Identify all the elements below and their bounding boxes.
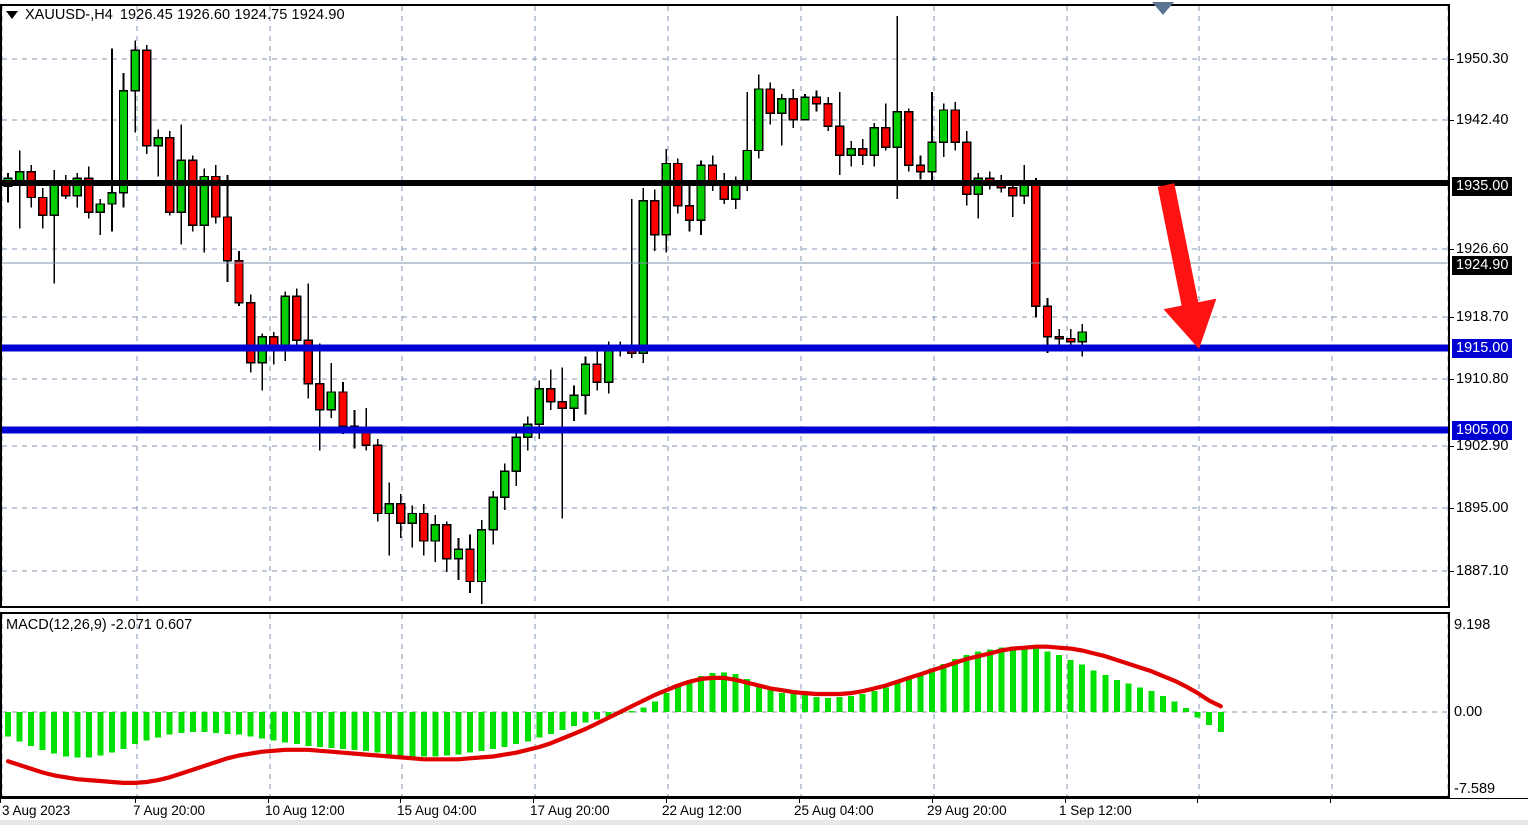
time-axis-tick — [1197, 799, 1198, 803]
price-axis-tick — [1450, 120, 1454, 121]
price-axis-tick — [1450, 571, 1454, 572]
symbol-label: XAUUSD-,H4 — [25, 7, 113, 23]
price-axis-label: 1942.40 — [1456, 112, 1509, 128]
time-axis-label: 22 Aug 12:00 — [662, 803, 742, 818]
time-axis-label: 10 Aug 12:00 — [265, 803, 345, 818]
price-axis-label: 1918.70 — [1456, 309, 1509, 325]
time-axis-tick — [799, 799, 800, 803]
price-chart-pane[interactable] — [0, 4, 1448, 608]
macd-axis-label: 9.198 — [1454, 617, 1491, 633]
price-axis-label: 1902.90 — [1456, 438, 1509, 454]
price-axis-label: 1924.90 — [1452, 256, 1513, 275]
price-axis-tick — [1450, 508, 1454, 509]
price-axis-label: 1895.00 — [1456, 500, 1509, 516]
time-axis-tick — [0, 799, 1, 803]
macd-axis-label: 0.00 — [1454, 704, 1483, 720]
macd-indicator-pane[interactable] — [0, 612, 1448, 798]
macd-chart-canvas — [2, 614, 1448, 796]
chart-top-marker-icon[interactable] — [1152, 2, 1174, 15]
time-axis-label: 29 Aug 20:00 — [927, 803, 1007, 818]
price-axis-label: 1935.00 — [1452, 177, 1513, 196]
ohlc-values: 1926.45 1926.60 1924.75 1924.90 — [119, 7, 345, 23]
chart-header: XAUUSD-,H4 1926.45 1926.60 1924.75 1924.… — [6, 6, 345, 24]
price-axis-label: 1905.00 — [1452, 421, 1513, 440]
price-axis-tick — [1450, 379, 1454, 380]
time-axis-tick — [1330, 799, 1331, 803]
time-axis-tick — [932, 799, 933, 803]
macd-label: MACD(12,26,9) -2.071 0.607 — [6, 617, 193, 633]
time-axis-tick — [135, 799, 136, 803]
macd-axis-label: -7.589 — [1454, 781, 1496, 797]
time-axis-tick — [533, 799, 534, 803]
price-axis-label: 1910.80 — [1456, 371, 1509, 387]
price-axis-tick — [1450, 59, 1454, 60]
triangle-down-icon[interactable] — [6, 11, 18, 19]
macd-axis[interactable]: 9.198 0.00 -7.589 — [1448, 612, 1528, 798]
price-axis-label: 1950.30 — [1456, 51, 1509, 67]
time-axis-tick — [400, 799, 401, 803]
price-axis-label: 1887.10 — [1456, 563, 1509, 579]
time-axis-label: 7 Aug 20:00 — [133, 803, 206, 818]
time-axis-tick — [1065, 799, 1066, 803]
time-axis-label: 1 Sep 12:00 — [1059, 803, 1132, 818]
time-axis-label: 3 Aug 2023 — [2, 803, 71, 818]
price-chart-canvas — [2, 6, 1448, 606]
price-axis-tick — [1450, 249, 1454, 250]
price-axis-tick — [1450, 317, 1454, 318]
time-axis-label: 25 Aug 04:00 — [794, 803, 874, 818]
price-axis[interactable]: 1950.30 1942.40 1935.00 1926.60 1924.90 1918.… — [1448, 4, 1528, 608]
bottom-strip — [0, 820, 1528, 825]
time-axis-tick — [268, 799, 269, 803]
price-axis-label: 1926.60 — [1456, 241, 1509, 257]
time-axis-label: 17 Aug 20:00 — [530, 803, 610, 818]
price-axis-label: 1915.00 — [1452, 339, 1513, 358]
time-axis-label: 15 Aug 04:00 — [397, 803, 477, 818]
time-axis-tick — [666, 799, 667, 803]
price-axis-tick — [1450, 446, 1454, 447]
